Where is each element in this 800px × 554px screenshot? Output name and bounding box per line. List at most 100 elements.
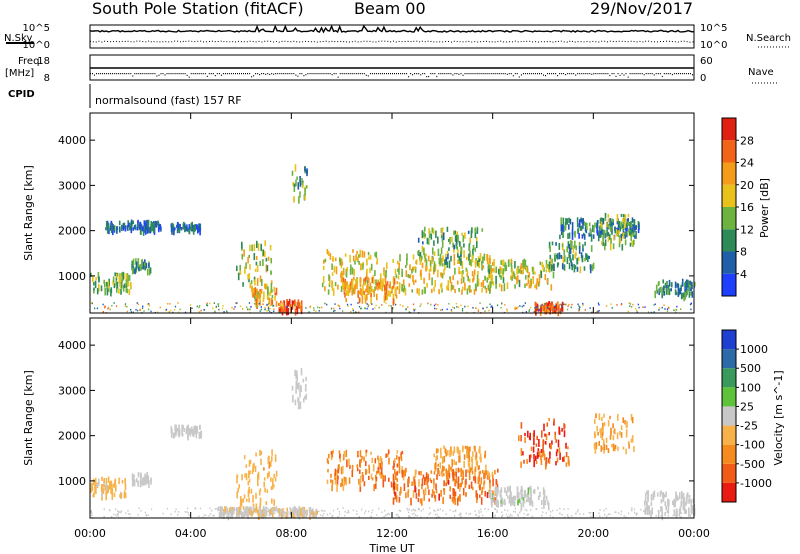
data-cell <box>673 498 675 504</box>
data-cell <box>214 508 216 510</box>
data-cell <box>122 285 125 292</box>
nave-point <box>563 73 565 75</box>
nave-point <box>319 73 321 75</box>
data-cell <box>475 237 478 243</box>
data-cell <box>505 513 508 516</box>
data-cell <box>293 183 296 188</box>
data-cell <box>426 282 428 288</box>
data-cell <box>638 306 640 309</box>
nave-point <box>235 73 236 75</box>
data-cell <box>509 485 511 494</box>
data-cell <box>446 285 448 291</box>
data-cell <box>370 296 372 304</box>
data-cell <box>196 224 198 230</box>
data-cell <box>526 509 528 512</box>
data-cell <box>217 509 219 512</box>
data-cell <box>457 467 460 473</box>
data-cell <box>429 265 432 272</box>
data-cell <box>667 306 670 309</box>
data-cell <box>690 287 692 292</box>
data-cell <box>584 241 586 246</box>
data-cell <box>221 307 224 310</box>
data-cell <box>290 304 292 306</box>
velocity-panel-frame <box>89 317 695 519</box>
data-cell <box>363 281 366 286</box>
data-cell <box>376 282 378 286</box>
data-cell <box>685 509 687 515</box>
data-cell <box>561 305 563 308</box>
data-cell <box>361 288 364 296</box>
data-cell <box>273 473 275 479</box>
data-cell <box>148 269 151 276</box>
nave-point <box>333 73 335 75</box>
data-cell <box>595 442 598 450</box>
data-cell <box>267 307 270 309</box>
nave-point <box>104 73 106 75</box>
data-cell <box>671 282 673 288</box>
data-cell <box>324 258 327 263</box>
data-cell <box>495 492 498 500</box>
data-cell <box>574 265 577 270</box>
data-cell <box>239 502 242 509</box>
data-cell <box>469 446 471 452</box>
nave-point <box>657 73 659 75</box>
data-cell <box>492 262 494 266</box>
data-cell <box>392 258 394 263</box>
data-cell <box>617 446 619 451</box>
nave-point <box>545 75 546 77</box>
data-cell <box>621 244 624 251</box>
data-cell <box>240 511 243 517</box>
nave-point <box>629 73 631 75</box>
data-cell <box>541 500 543 505</box>
data-cell <box>291 510 293 518</box>
data-cell <box>294 299 296 306</box>
nave-point <box>541 73 542 75</box>
data-cell <box>310 516 312 518</box>
colorbar-tick-label: 28 <box>740 134 754 147</box>
data-cell <box>147 219 150 226</box>
data-cell <box>356 278 358 285</box>
data-cell <box>468 484 471 490</box>
data-cell <box>206 304 208 306</box>
colorbar-segment <box>722 406 736 426</box>
data-cell <box>691 291 694 298</box>
data-cell <box>107 485 109 493</box>
data-cell <box>482 279 485 288</box>
data-cell <box>427 302 429 305</box>
data-cell <box>427 238 430 245</box>
data-cell <box>92 478 95 486</box>
data-cell <box>453 473 455 481</box>
data-cell <box>492 478 494 487</box>
data-cell <box>177 514 179 516</box>
data-cell <box>455 237 458 246</box>
colorbar-segment <box>722 229 736 252</box>
data-cell <box>549 451 551 459</box>
data-cell <box>490 496 492 500</box>
data-cell <box>400 486 402 494</box>
data-cell <box>679 506 682 514</box>
nave-point <box>651 73 653 75</box>
data-cell <box>495 266 497 274</box>
data-cell <box>279 304 282 307</box>
data-cell <box>332 509 335 512</box>
data-cell <box>434 494 437 502</box>
nave-point <box>134 73 136 75</box>
data-cell <box>375 483 377 489</box>
data-cell <box>470 230 473 239</box>
data-cell <box>213 514 215 517</box>
data-cell <box>357 302 359 304</box>
data-cell <box>267 507 269 510</box>
data-cell <box>380 458 383 466</box>
data-cell <box>110 225 113 234</box>
data-cell <box>299 390 301 398</box>
data-cell <box>250 488 253 494</box>
data-cell <box>471 464 473 471</box>
data-cell <box>113 513 115 516</box>
data-cell <box>449 449 451 457</box>
data-cell <box>446 250 449 255</box>
nave-point <box>655 73 657 75</box>
data-cell <box>527 494 530 503</box>
data-cell <box>588 511 590 514</box>
data-cell <box>456 306 458 308</box>
data-cell <box>303 506 306 512</box>
